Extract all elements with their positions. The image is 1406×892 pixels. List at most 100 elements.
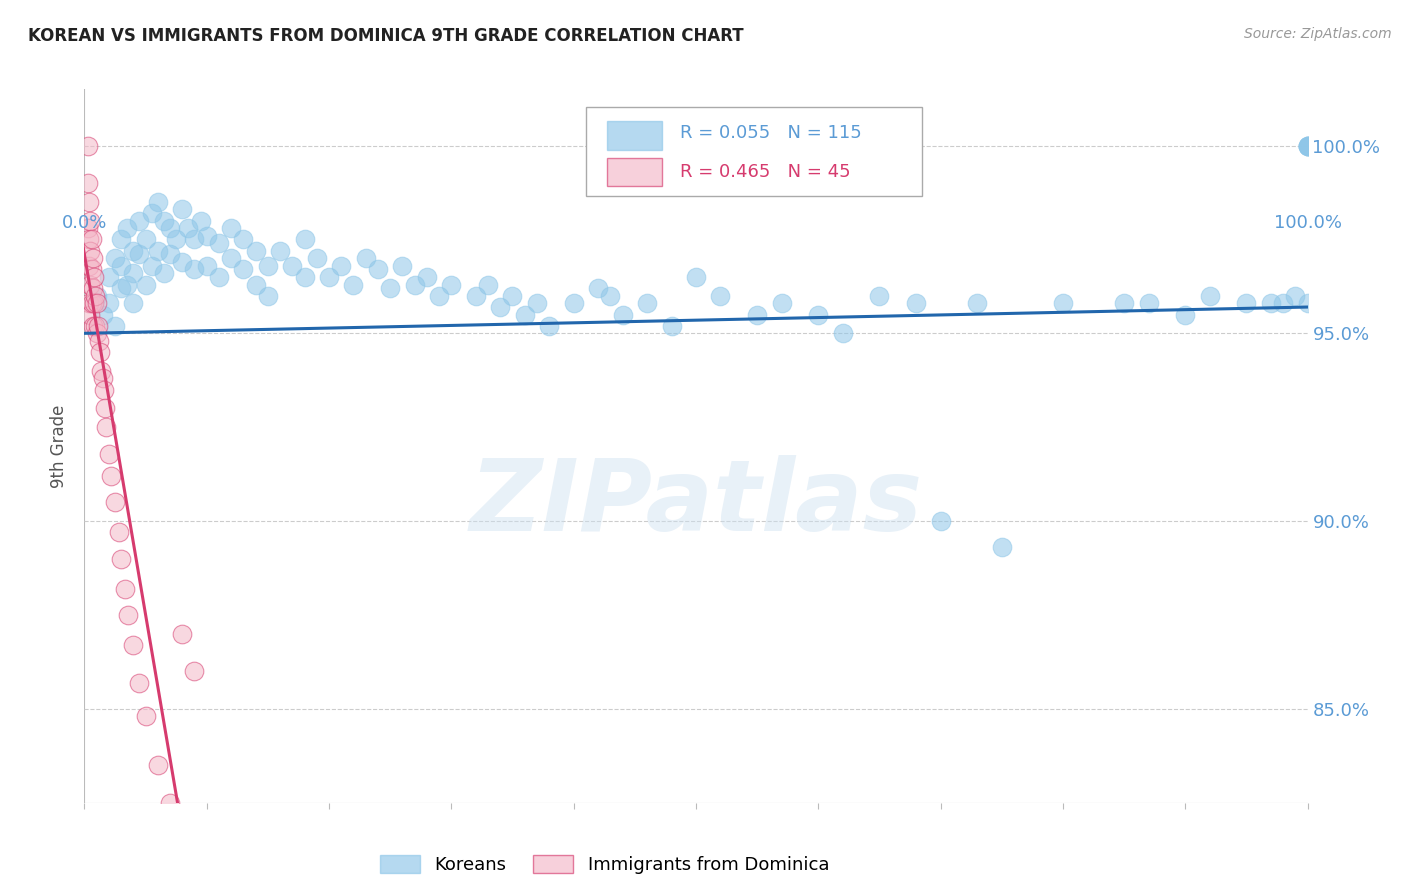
Point: [380, 281, 402, 295]
Text: R = 0.465   N = 45: R = 0.465 N = 45: [681, 163, 851, 181]
Point: [97, 296, 120, 310]
Y-axis label: 9th Grade: 9th Grade: [51, 404, 69, 488]
Point: [114, 582, 136, 596]
Point: [82, 281, 104, 295]
Text: ZIPatlas: ZIPatlas: [470, 455, 922, 551]
Point: [128, 675, 150, 690]
Point: [502, 289, 524, 303]
Point: [538, 318, 561, 333]
Point: [93, 383, 115, 397]
Point: [1296, 138, 1319, 153]
Point: [1137, 296, 1160, 310]
Point: [294, 270, 316, 285]
Point: [110, 259, 132, 273]
Point: [1296, 138, 1319, 153]
Point: [84, 318, 107, 333]
Point: [869, 289, 891, 303]
Point: [80, 232, 103, 246]
Point: [87, 318, 110, 333]
Point: [770, 296, 793, 310]
Point: [91, 308, 114, 322]
Point: [77, 194, 100, 209]
Point: [232, 232, 254, 246]
Point: [831, 326, 853, 341]
Point: [1296, 138, 1319, 153]
Point: [115, 221, 138, 235]
Point: [245, 244, 267, 258]
Point: [77, 232, 100, 246]
Point: [661, 318, 683, 333]
Point: [135, 277, 157, 292]
Point: [153, 266, 176, 280]
Point: [77, 176, 100, 190]
Point: [86, 326, 108, 341]
Point: [354, 251, 377, 265]
Point: [159, 221, 181, 235]
Point: [1198, 289, 1220, 303]
Point: [195, 228, 218, 243]
Point: [110, 551, 132, 566]
Text: Source: ZipAtlas.com: Source: ZipAtlas.com: [1244, 27, 1392, 41]
Point: [77, 259, 100, 273]
Point: [991, 541, 1014, 555]
Point: [807, 308, 830, 322]
Point: [599, 289, 621, 303]
Point: [183, 665, 205, 679]
Point: [172, 255, 194, 269]
Point: [100, 469, 122, 483]
Point: [477, 277, 499, 292]
Point: [404, 277, 426, 292]
Point: [153, 213, 176, 227]
Point: [110, 281, 132, 295]
Point: [96, 420, 118, 434]
Point: [86, 289, 108, 303]
Point: [172, 202, 194, 217]
Point: [87, 334, 110, 348]
Point: [1272, 296, 1295, 310]
Point: [318, 270, 340, 285]
Point: [90, 364, 112, 378]
Point: [107, 525, 129, 540]
Point: [91, 371, 114, 385]
Point: [141, 259, 163, 273]
Point: [83, 296, 105, 310]
Point: [1284, 289, 1306, 303]
Point: [208, 236, 231, 251]
Point: [513, 308, 536, 322]
Point: [146, 194, 169, 209]
Point: [183, 262, 205, 277]
Point: [82, 251, 104, 265]
Point: [440, 277, 463, 292]
Point: [80, 296, 103, 310]
Point: [89, 345, 111, 359]
Point: [79, 244, 101, 258]
Point: [330, 259, 353, 273]
Point: [146, 244, 169, 258]
Point: [79, 213, 101, 227]
Point: [232, 262, 254, 277]
Point: [122, 244, 145, 258]
Point: [83, 270, 105, 285]
Text: 0.0%: 0.0%: [62, 214, 107, 232]
Point: [1236, 296, 1258, 310]
Point: [427, 289, 450, 303]
Point: [526, 296, 548, 310]
Text: R = 0.055   N = 115: R = 0.055 N = 115: [681, 124, 862, 142]
Point: [195, 259, 218, 273]
Point: [104, 495, 127, 509]
Point: [1260, 296, 1282, 310]
Point: [141, 206, 163, 220]
Point: [79, 277, 101, 292]
Point: [122, 296, 145, 310]
Point: [219, 221, 242, 235]
Point: [94, 401, 117, 416]
Point: [586, 281, 609, 295]
Point: [128, 247, 150, 261]
Point: [489, 300, 512, 314]
Point: [104, 318, 127, 333]
Point: [245, 277, 267, 292]
Point: [709, 289, 731, 303]
Point: [77, 221, 100, 235]
Point: [1052, 296, 1074, 310]
Point: [219, 251, 242, 265]
